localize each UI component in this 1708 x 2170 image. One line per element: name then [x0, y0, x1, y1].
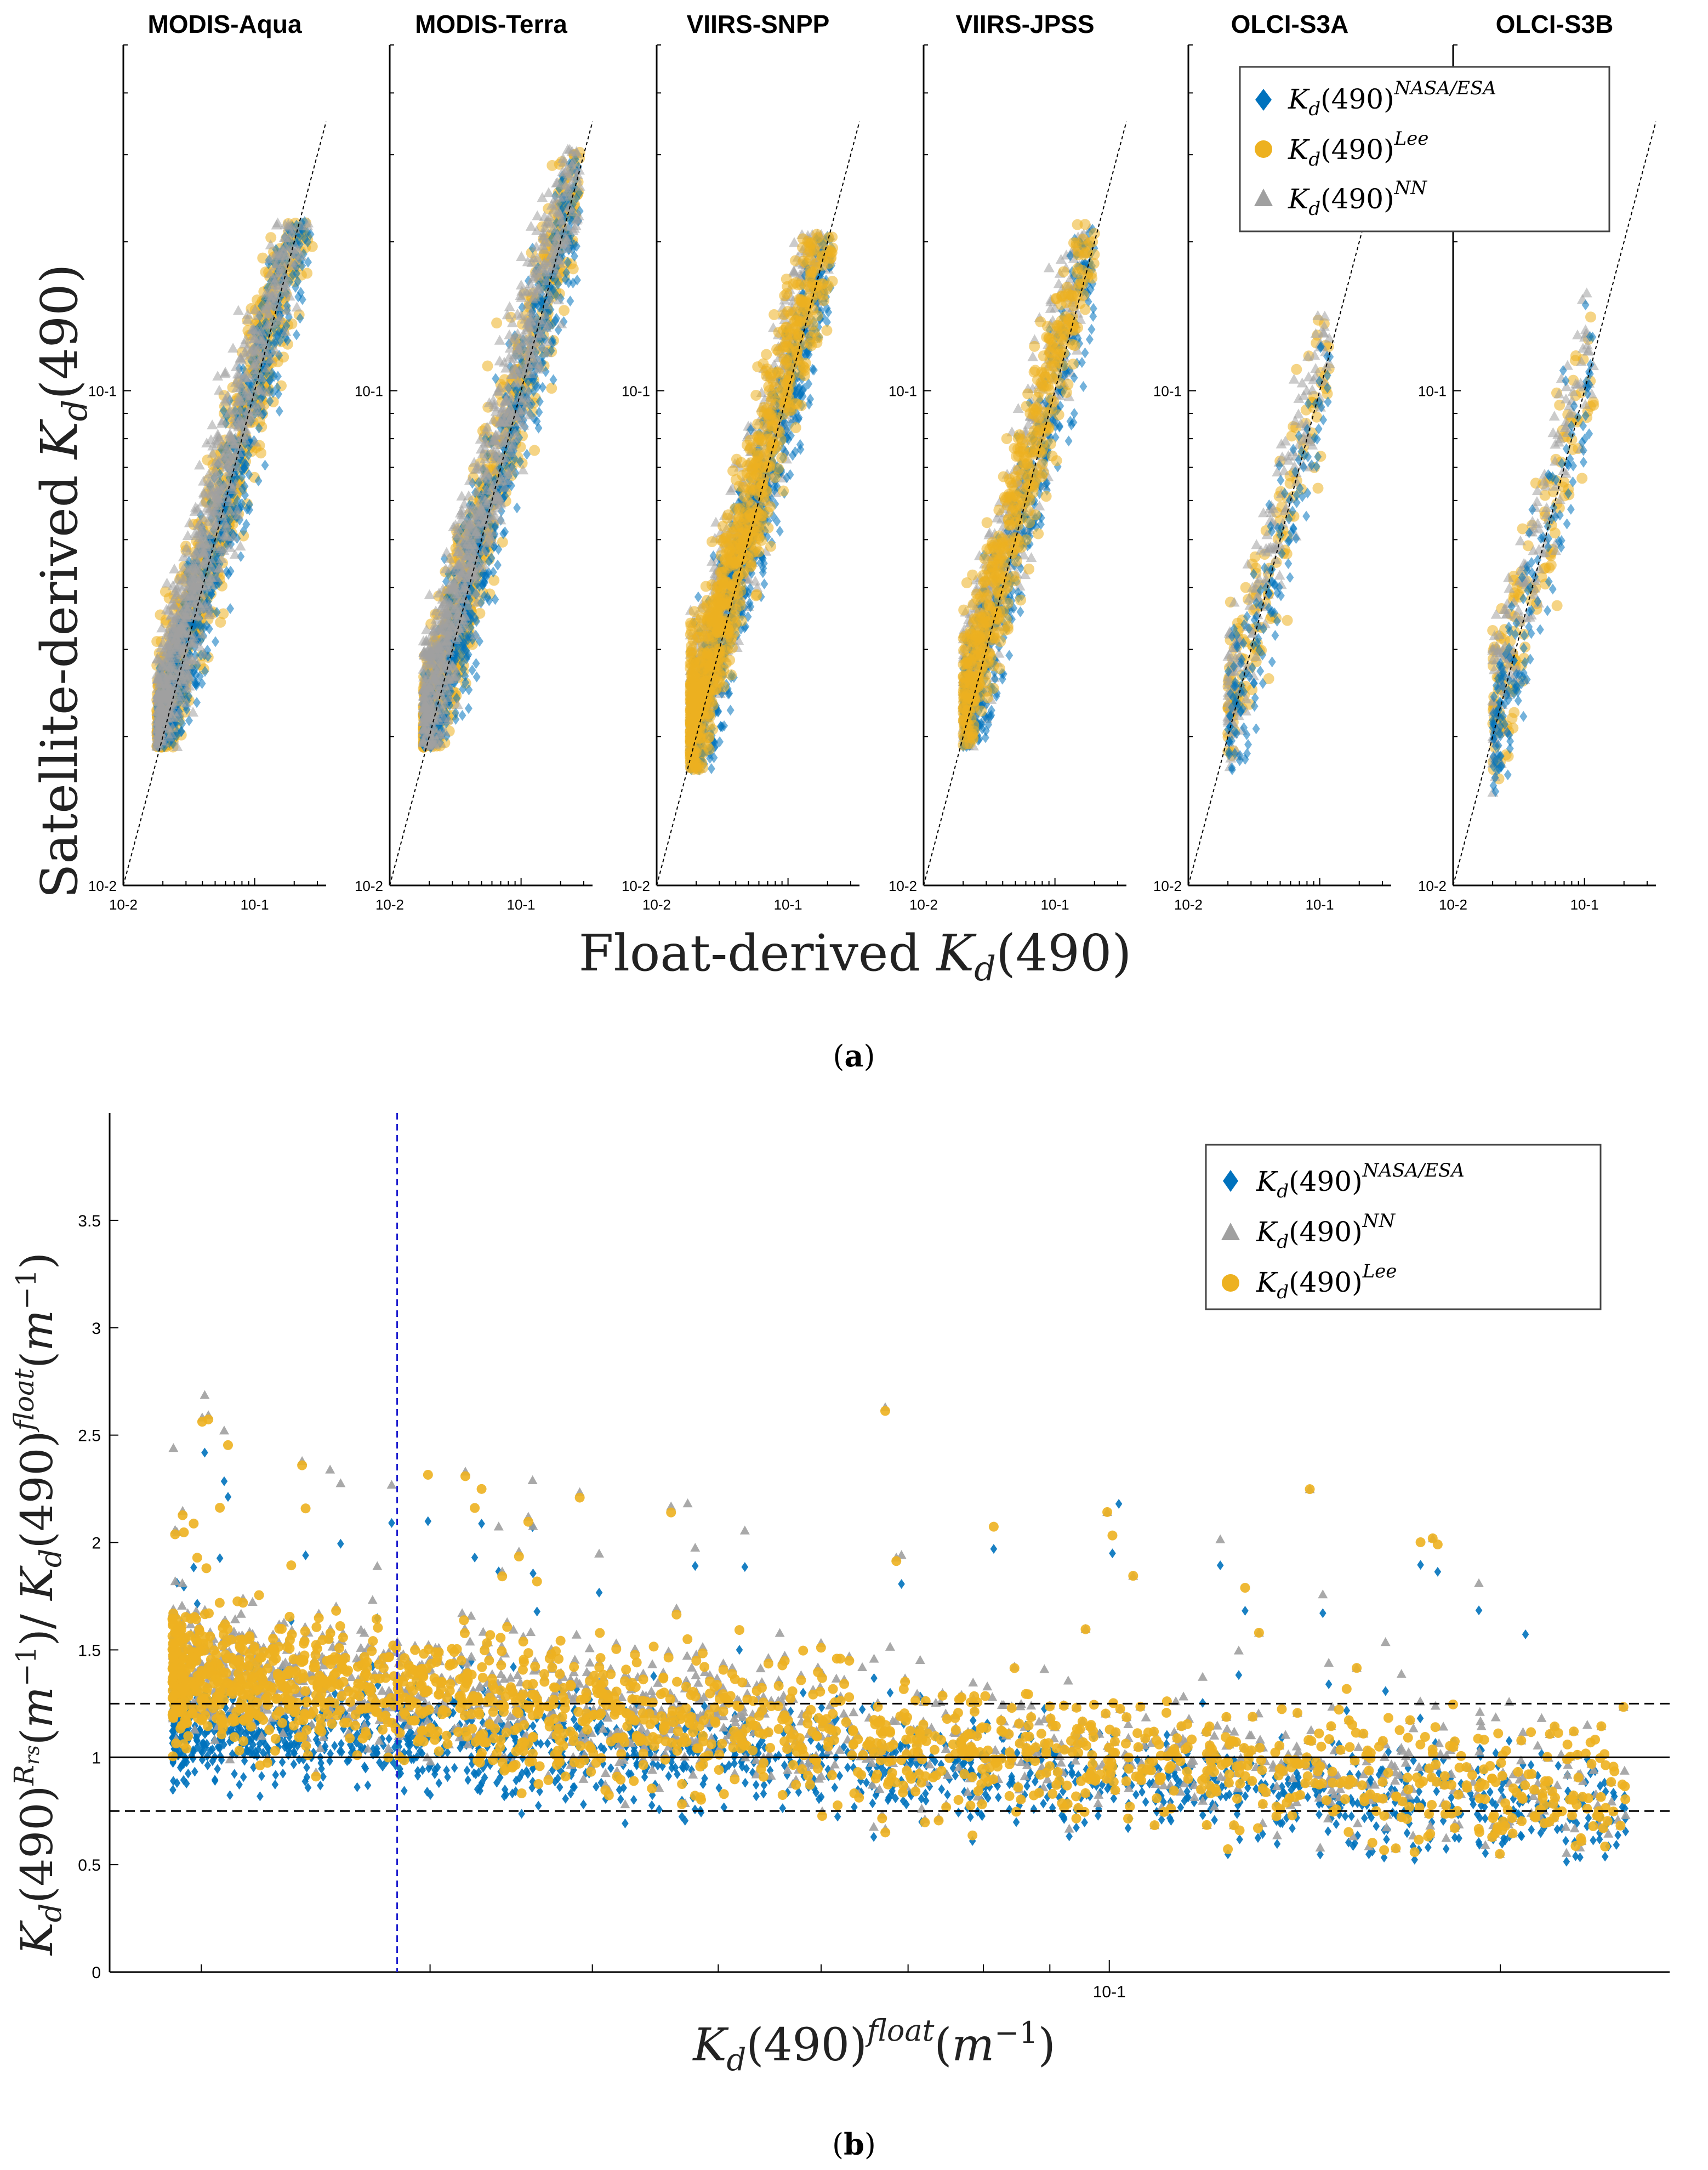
panel-a-point-nasa [245, 469, 253, 480]
panel-a-point-lee [559, 305, 570, 316]
panel-a-one-to-one-line [389, 121, 593, 886]
panel-a-point-lee [257, 252, 269, 264]
panel-a-point-lee [482, 360, 493, 372]
panel-a-point-nasa [212, 636, 220, 647]
panel-a-point-nn [494, 334, 505, 345]
panel-a-point-nasa [292, 268, 300, 279]
panel-a-ytick-label: 10-1 [88, 383, 117, 400]
panel-a-point-nasa [472, 671, 481, 683]
panel-a-point-nasa [275, 405, 283, 417]
panel-a-point-lee [218, 608, 229, 620]
panel-a-point-nasa [296, 313, 304, 324]
panel-a-xtick-label: 10-2 [109, 896, 138, 913]
panel-a-xtick-label: 10-1 [774, 896, 802, 913]
panel-a: MODIS-Aqua 10-2 10-2 10-1 10-1 MODIS-Terra 10-… [88, 10, 1656, 913]
panel-a-point-nasa [261, 459, 269, 471]
panel-a-subplot-1: MODIS-Aqua 10-2 10-2 10-1 10-1 [88, 10, 327, 913]
panel-a-point-nn [543, 187, 554, 197]
panel-a-point-nasa [494, 559, 502, 571]
panel-a-point-nasa [237, 551, 245, 563]
panel-a-point-nasa [538, 382, 546, 393]
panel-a-xtick-label: 10-1 [241, 896, 269, 913]
panel-a-point-nn [214, 384, 225, 395]
panel-a-point-lee [546, 383, 557, 394]
panel-a-point-nn [227, 343, 239, 353]
panel-a-ytick-label: 10-2 [622, 878, 650, 894]
panel-a-point-lee [546, 160, 558, 171]
panel-a-subplot-3: VIIRS-SNPP 10-2 10-2 10-1 10-1 [622, 10, 860, 913]
panel-a-xtick-label: 10-1 [507, 896, 536, 913]
panel-a-point-nn [516, 251, 527, 262]
panel-a-point-nasa [244, 450, 253, 461]
panel-a-title-3: VIIRS-SNPP [687, 10, 830, 38]
panel-a-point-nasa [178, 725, 186, 737]
panel-a-title-1: MODIS-Aqua [147, 10, 302, 38]
panel-a-point-nn [424, 589, 435, 599]
panel-a-point-nasa [205, 623, 213, 635]
panel-a-point-lee [491, 317, 503, 329]
panel-a-point-nasa [254, 475, 263, 487]
panel-a-point-nn [212, 429, 224, 439]
panel-a-point-nn [504, 301, 515, 311]
panel-a-point-nasa [274, 371, 282, 382]
panel-a-point-nasa [292, 329, 300, 340]
panel-a-subplot-2: MODIS-Terra 10-2 10-2 10-1 10-1 [355, 10, 593, 913]
panel-a-point-nasa [513, 502, 521, 514]
panel-a-point-lee [215, 616, 226, 628]
panel-a-point-nasa [458, 709, 466, 721]
panel-a-point-nasa [464, 703, 472, 714]
panel-a-point-nasa [266, 395, 274, 407]
panel-a-point-nasa [566, 296, 574, 307]
panel-a-point-nn [232, 305, 244, 315]
panel-a-point-nasa [201, 666, 209, 677]
panel-a-point-nn [220, 366, 231, 377]
panel-a-one-to-one-line [123, 121, 327, 886]
panel-a-point-nn [207, 419, 218, 430]
panel-a-xtick-label: 10-2 [375, 896, 404, 913]
panel-a-ytick-label: 10-1 [355, 383, 383, 400]
panel-a-ytick-label: 10-2 [355, 878, 383, 894]
panel-a-title-2: MODIS-Terra [415, 10, 567, 38]
panel-a-point-lee [272, 356, 283, 367]
panel-a-ytick-label: 10-1 [622, 383, 650, 400]
panel-a-point-nn [169, 563, 180, 573]
panel-a-point-lee [529, 445, 540, 456]
panel-a-point-lee [265, 232, 277, 243]
panel-a-ytick-label: 10-2 [88, 878, 117, 894]
panel-a-point-nn [291, 302, 303, 312]
panel-a-point-nasa [255, 422, 263, 434]
panel-a-xtick-label: 10-2 [642, 896, 671, 913]
panel-a-point-lee [301, 268, 313, 279]
